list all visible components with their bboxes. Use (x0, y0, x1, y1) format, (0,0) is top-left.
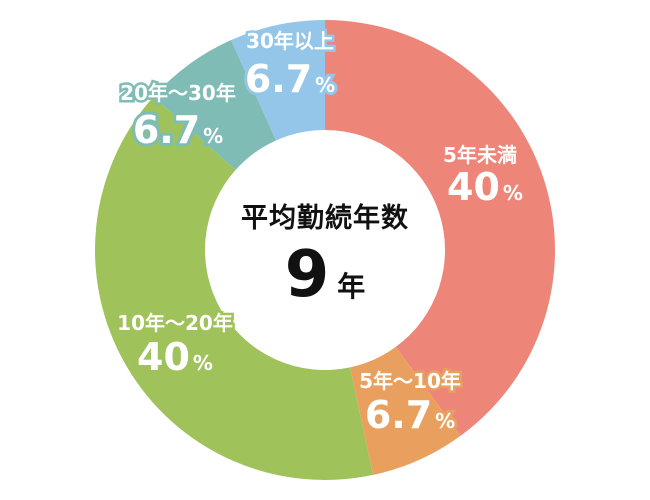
slice-label-4: 30年以上 (246, 29, 334, 53)
slice-4 (231, 20, 325, 141)
donut-slices (94, 20, 556, 480)
slice-label-2: 10年～20年 (117, 311, 233, 335)
slice-value-4: 6.7% (245, 57, 335, 101)
slice-2 (94, 96, 374, 480)
slice-value-0: 40% (447, 165, 523, 209)
slice-value-3: 6.7% (133, 108, 223, 152)
slice-label-0: 5年未満 (443, 143, 517, 167)
slice-value-1: 6.7% (365, 393, 455, 437)
slice-1 (350, 346, 461, 475)
center-value-unit: 年 (337, 270, 366, 303)
center-title: 平均勤続年数 (241, 203, 409, 234)
slice-value-2: 40% (137, 335, 213, 379)
slice-0 (325, 20, 556, 436)
slice-3 (153, 40, 277, 171)
slice-label-3: 20年～30年 (120, 81, 236, 105)
center-value-number: 9 (284, 238, 330, 312)
slice-label-1: 5年～10年 (359, 369, 461, 393)
